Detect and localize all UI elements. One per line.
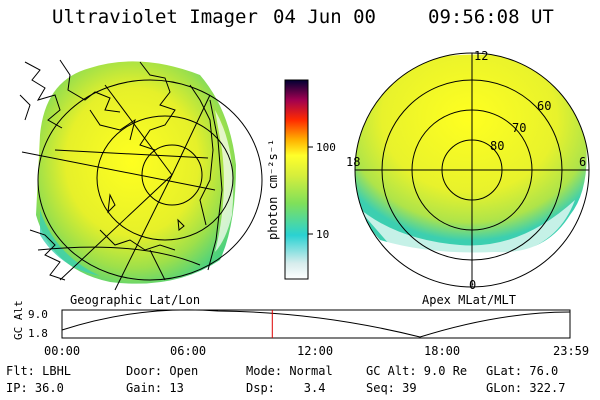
geographic-globe	[19, 59, 263, 291]
timeline-y-max: 9.0	[28, 308, 48, 321]
time-label: 09:56:08 UT	[428, 6, 554, 28]
color-scale: 100 10 photon cm⁻²s⁻¹	[266, 79, 336, 280]
timeline-tick-4: 23:59	[553, 344, 590, 358]
mlat-label-80: 80	[490, 139, 504, 153]
info-dsp: Dsp: 3.4	[246, 381, 326, 395]
info-seq: Seq: 39	[366, 381, 417, 395]
timeline-tick-0: 00:00	[44, 344, 81, 358]
info-gain: Gain: 13	[126, 381, 184, 395]
date-label: 04 Jun 00	[273, 6, 376, 28]
altitude-curve	[61, 309, 571, 338]
mlat-label-70: 70	[512, 121, 526, 135]
info-mode: Mode: Normal	[246, 364, 333, 378]
mlt-label-0: 0	[469, 278, 476, 292]
instrument-title: Ultraviolet Imager	[52, 6, 258, 28]
colorbar-tick-10: 10	[316, 228, 329, 241]
magnetic-polar-plot: 12 18 6 0 60 70 80	[346, 49, 590, 292]
colorbar-units: photon cm⁻²s⁻¹	[266, 139, 280, 240]
coastlines	[19, 59, 223, 281]
info-ip: IP: 36.0	[6, 381, 64, 395]
info-filter: Flt: LBHL	[6, 364, 72, 378]
mlat-label-60: 60	[537, 99, 551, 113]
timeline-tick-3: 18:00	[424, 344, 461, 358]
colorbar-tick-100: 100	[316, 141, 336, 154]
aurora-image-left	[36, 61, 236, 284]
globe-grid	[21, 79, 263, 291]
mlt-label-6: 6	[579, 155, 586, 169]
info-gc-alt: GC Alt: 9.0 Re	[366, 364, 468, 378]
info-door: Door: Open	[126, 364, 199, 378]
polar-grid	[354, 52, 590, 288]
info-glat: GLat: 76.0	[486, 364, 559, 378]
timeline-tick-2: 12:00	[297, 344, 334, 358]
info-glon: GLon: 322.7	[486, 381, 566, 395]
mlt-label-12: 12	[474, 49, 488, 63]
timeline-axis-label: GC Alt	[12, 300, 25, 340]
timeline-tick-1: 06:00	[170, 344, 207, 358]
left-panel-caption: Geographic Lat/Lon	[70, 293, 201, 307]
timeline-y-min: 1.8	[28, 327, 48, 340]
right-panel-caption: Apex MLat/MLT	[422, 293, 516, 307]
color-bar	[284, 79, 309, 280]
timeline-frame	[61, 309, 571, 339]
mlt-label-18: 18	[346, 155, 360, 169]
altitude-timeline: GC Alt 9.0 1.8	[12, 300, 571, 340]
